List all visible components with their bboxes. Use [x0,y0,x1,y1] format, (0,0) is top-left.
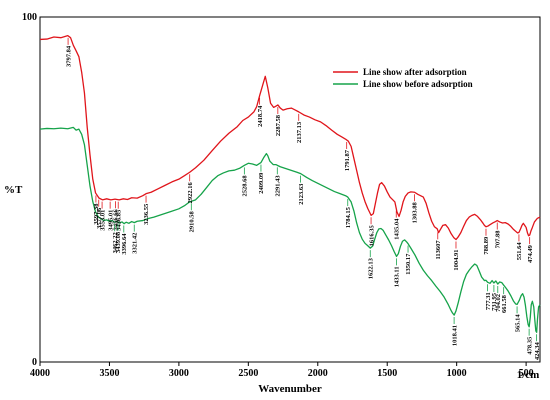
peak-label: 788.89 [483,236,490,255]
peak-label: 1350.17 [405,253,412,275]
peak-label: 3797.84 [65,45,72,67]
peak-label: 3462.22 [112,232,119,253]
peak-label: 731.95 [491,292,498,311]
x-tick-label: 500 [519,368,534,379]
legend-label-before: Line show before adsorption [363,79,473,89]
x-axis-unit: 1/cm [517,369,540,381]
peak-label: 474.49 [527,244,534,263]
x-tick-label: 4000 [30,368,50,379]
y-tick-label: 0 [32,357,37,368]
peak-label: 2123.63 [298,183,305,205]
peak-label: 3495.01 [107,210,114,231]
peak-label: 3597.38 [93,203,100,225]
peak-label: 661.58 [501,294,508,313]
peak-label: 1018.41 [451,325,458,346]
x-axis-title: Wavenumber [258,383,322,395]
peak-label: 3456.66 [113,208,120,230]
peak-label: 2287.58 [275,114,282,136]
peak-label: 113607 [435,240,442,260]
peak-label: 3553.01 [99,210,106,231]
peak-label: 3236.55 [143,203,150,225]
x-tick-label: 3500 [99,368,119,379]
legend-label-after: Line show after adsorption [363,67,467,77]
peak-label: 1303.88 [412,201,419,223]
peak-label: 777.31 [485,292,492,310]
legend: Line show after adsorption Line show bef… [333,67,473,89]
peak-label: 2137.13 [296,121,303,143]
peak-label: 2910.58 [189,211,196,233]
x-tick-label: 2500 [238,368,258,379]
peak-label: 3577.06 [96,207,103,229]
peak-label: 1791.87 [344,149,351,171]
x-tick-label: 3000 [169,368,189,379]
peak-label: 704.02 [495,294,502,312]
y-tick-label: 100 [22,12,37,23]
series-line-after-adsorption [39,34,541,241]
peak-label: 3396.64 [121,233,128,255]
peak-label: 551.64 [516,242,523,261]
peak-label: 2418.74 [257,105,264,127]
peak-label: 2922.16 [187,182,194,204]
peak-label: 2291.43 [275,175,282,197]
series-line-before-adsorption [39,126,541,333]
x-tick-label: 1000 [447,368,467,379]
peak-label: 1433.11 [394,266,401,287]
peak-label: 478.35 [526,336,533,355]
y-axis-title: %T [4,184,23,196]
peak-label: 424.34 [534,342,541,361]
peak-label: 707.88 [494,230,501,249]
peak-label: 1004.91 [453,250,460,271]
peak-label: 1784.15 [345,206,352,228]
peak-label: 565.14 [514,314,521,333]
peak-label: 1435.04 [393,218,400,240]
peak-label: 2528.68 [242,175,249,197]
x-tick-label: 1500 [377,368,397,379]
peak-label: 3436.85 [115,209,122,231]
x-tick-label: 2000 [308,368,328,379]
peak-label: 3439.08 [115,231,122,253]
peak-label: 2409.09 [258,172,265,194]
peak-label: 1616.35 [368,225,375,247]
peak-label: 1622.13 [367,257,374,279]
peak-label: 3321.42 [131,233,138,254]
plot-frame [39,16,541,363]
